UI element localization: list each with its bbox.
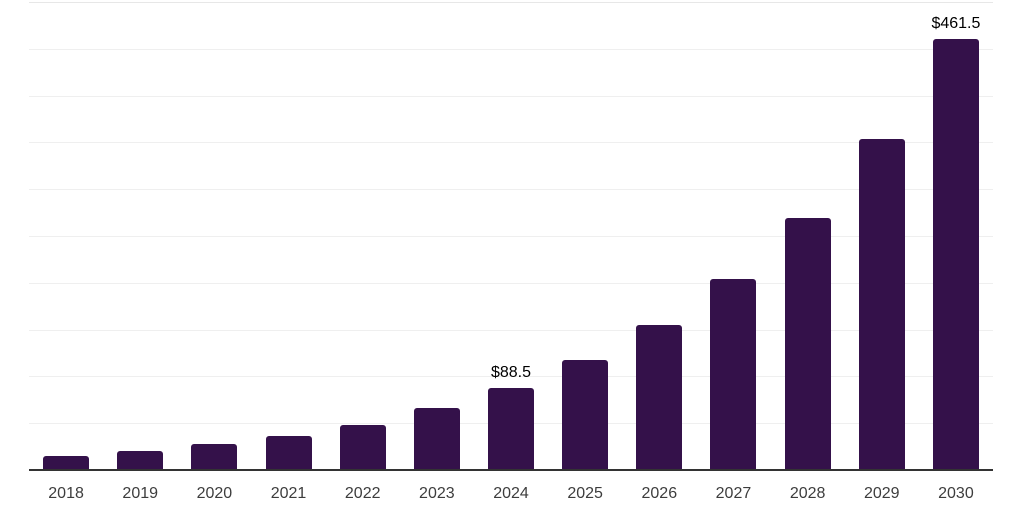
- gridline-250: [29, 236, 993, 237]
- data-label-2024: $88.5: [490, 363, 532, 381]
- bar-2020[interactable]: [191, 444, 238, 471]
- x-tick-label-2019: 2019: [122, 485, 159, 502]
- x-tick-label-2025: 2025: [567, 485, 603, 502]
- bar-2023[interactable]: [413, 408, 460, 471]
- x-tick-label-2021: 2021: [270, 485, 307, 502]
- x-tick-label-2024: 2024: [493, 485, 529, 502]
- bar-2029[interactable]: [858, 139, 905, 471]
- bar-2019[interactable]: [117, 450, 164, 471]
- x-tick-label-2018: 2018: [48, 485, 84, 502]
- x-tick-label-2022: 2022: [344, 485, 381, 502]
- bar-2024[interactable]: [488, 387, 534, 471]
- gridline-150: [29, 329, 993, 331]
- gridline-350: [29, 142, 993, 144]
- gridline-500: [29, 2, 993, 3]
- bar-2021[interactable]: [265, 435, 312, 471]
- bar-2018[interactable]: [43, 455, 90, 471]
- bar-2028[interactable]: [784, 217, 831, 471]
- x-tick-label-2023: 2023: [419, 485, 455, 502]
- x-tick-label-2028: 2028: [789, 485, 826, 502]
- x-tick-label-2020: 2020: [196, 485, 233, 502]
- bar-2030[interactable]: [932, 38, 979, 471]
- x-tick-label-2029: 2029: [863, 485, 900, 502]
- x-tick-label-2030: 2030: [938, 485, 974, 502]
- gridline-400: [29, 95, 993, 97]
- x-tick-label-2027: 2027: [715, 485, 752, 502]
- gridline-200: [29, 282, 993, 284]
- bar-2027[interactable]: [710, 278, 757, 471]
- bar-2026[interactable]: [636, 325, 683, 471]
- x-tick-label-2026: 2026: [641, 485, 678, 502]
- gridline-450: [29, 48, 993, 50]
- x-axis-line: [29, 469, 993, 471]
- data-label-2030: $461.5: [931, 14, 981, 32]
- bar-2025[interactable]: [562, 360, 609, 471]
- bar-2022[interactable]: [339, 424, 386, 471]
- gridline-300: [29, 189, 993, 191]
